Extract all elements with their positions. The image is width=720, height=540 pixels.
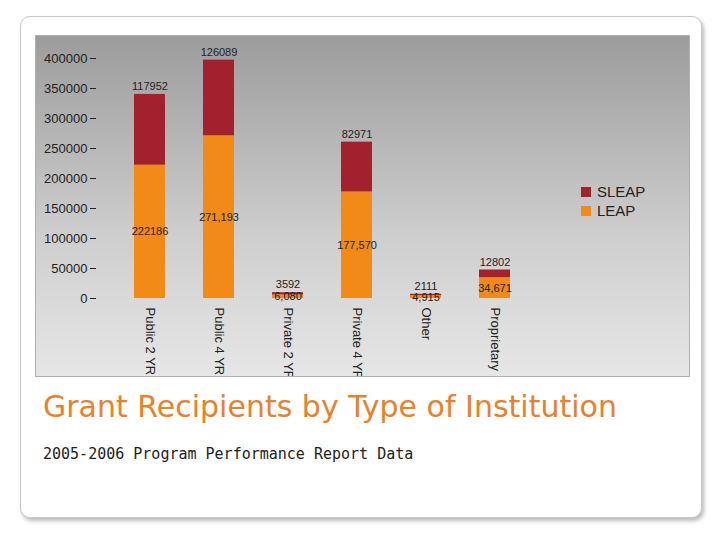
svg-text:0: 0 xyxy=(80,291,87,306)
svg-text:Proprietary: Proprietary xyxy=(488,308,503,372)
svg-text:2111: 2111 xyxy=(415,280,438,292)
svg-text:150000: 150000 xyxy=(44,201,87,216)
svg-text:117952: 117952 xyxy=(132,80,168,92)
svg-text:271,193: 271,193 xyxy=(199,211,239,223)
svg-text:Other: Other xyxy=(419,308,434,341)
svg-text:250000: 250000 xyxy=(44,141,87,156)
svg-text:222186: 222186 xyxy=(132,225,169,237)
svg-text:6,080: 6,080 xyxy=(274,290,302,302)
svg-text:300000: 300000 xyxy=(44,111,87,126)
svg-text:50000: 50000 xyxy=(51,261,87,276)
html-text:Grant Recipients by Type of In: Grant Recipients by Type of Institution xyxy=(43,389,617,424)
svg-text:400000: 400000 xyxy=(44,51,87,66)
html-text:SLEAP: SLEAP xyxy=(597,183,646,200)
svg-text:4,915: 4,915 xyxy=(412,291,440,303)
svg-text:82971: 82971 xyxy=(342,128,373,140)
html-text:LEAP: LEAP xyxy=(597,202,636,219)
svg-text:177,570: 177,570 xyxy=(337,239,377,251)
html-text:2005-2006 Program Performance: 2005-2006 Program Performance Report Dat… xyxy=(43,445,414,463)
svg-text:200000: 200000 xyxy=(44,171,87,186)
svg-text:34,671: 34,671 xyxy=(478,282,512,294)
svg-text:Private 4 YR: Private 4 YR xyxy=(350,308,365,377)
svg-text:126089: 126089 xyxy=(201,46,238,58)
svg-text:Public 2 YR: Public 2 YR xyxy=(143,308,158,376)
svg-text:100000: 100000 xyxy=(44,231,87,246)
svg-text:3592: 3592 xyxy=(276,278,300,290)
svg-text:Public 4 YR: Public 4 YR xyxy=(212,308,227,376)
svg-text:Private 2 YR: Private 2 YR xyxy=(281,308,296,377)
svg-text:12802: 12802 xyxy=(480,256,511,268)
svg-text:350000: 350000 xyxy=(44,81,87,96)
